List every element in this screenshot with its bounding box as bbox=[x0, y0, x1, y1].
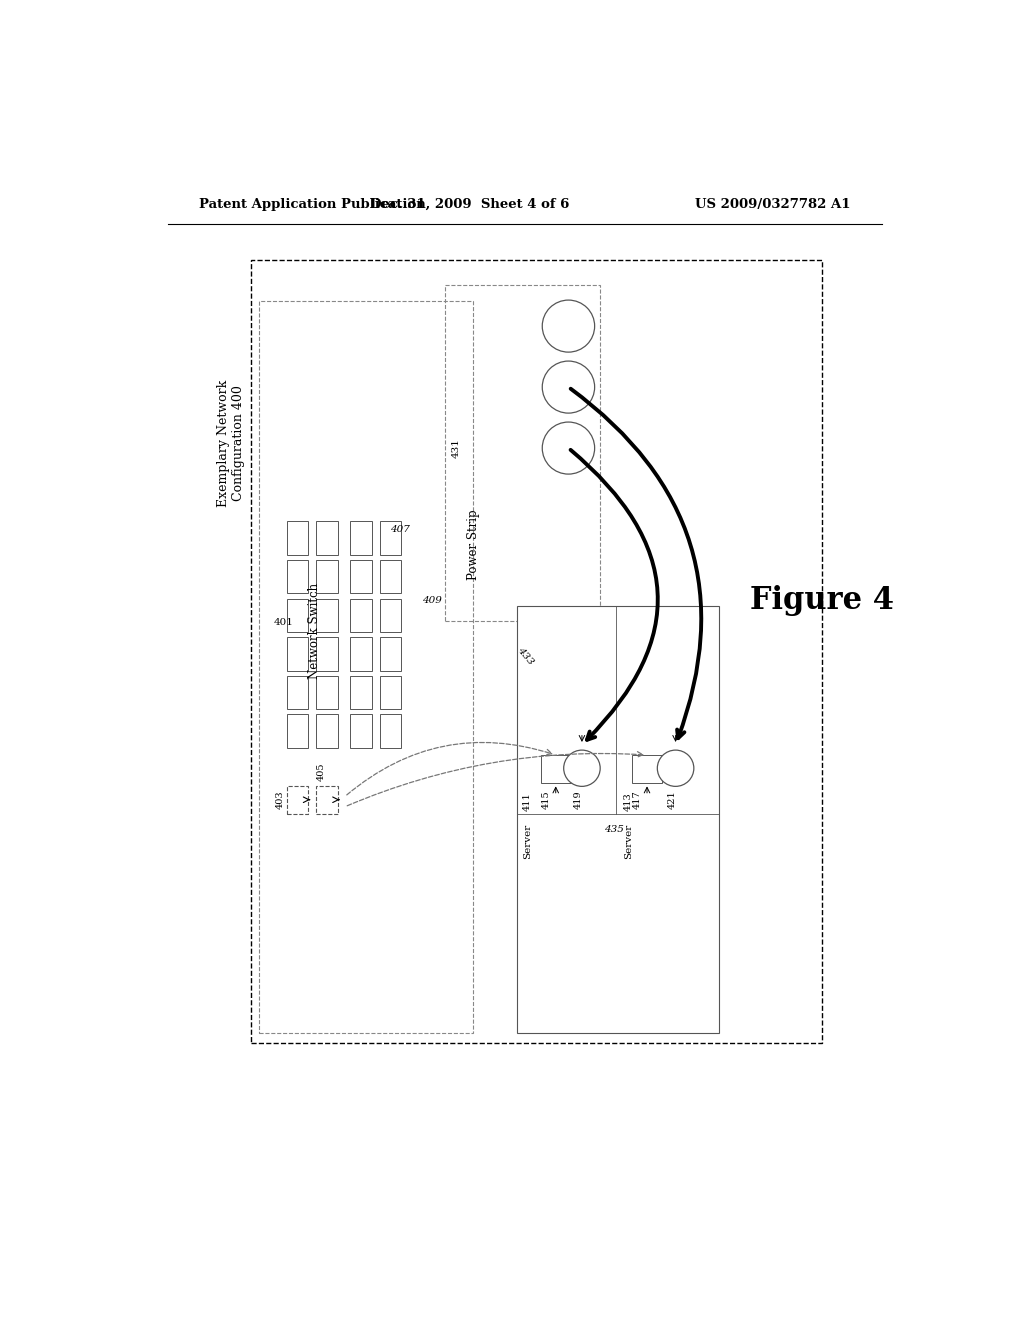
Text: 405: 405 bbox=[316, 763, 326, 781]
Bar bbox=[287, 638, 308, 671]
Bar bbox=[380, 598, 401, 632]
Text: Server: Server bbox=[523, 824, 532, 859]
Bar bbox=[287, 560, 308, 594]
Text: 411: 411 bbox=[523, 792, 532, 810]
Bar bbox=[316, 785, 338, 814]
Circle shape bbox=[563, 750, 600, 787]
Bar bbox=[316, 560, 338, 594]
Circle shape bbox=[543, 300, 595, 352]
Circle shape bbox=[543, 362, 595, 413]
Bar bbox=[350, 521, 372, 554]
Bar bbox=[259, 301, 473, 1032]
Text: 435: 435 bbox=[604, 825, 624, 834]
Bar bbox=[287, 598, 308, 632]
Bar bbox=[316, 521, 338, 554]
Text: 433: 433 bbox=[515, 645, 535, 667]
Text: 421: 421 bbox=[668, 791, 677, 809]
Text: 417: 417 bbox=[633, 791, 642, 809]
Bar bbox=[380, 714, 401, 748]
Bar bbox=[350, 598, 372, 632]
Bar bbox=[350, 676, 372, 709]
Bar bbox=[350, 638, 372, 671]
Bar bbox=[251, 260, 822, 1043]
Bar bbox=[517, 606, 719, 1032]
Circle shape bbox=[657, 750, 694, 787]
Bar bbox=[287, 714, 308, 748]
FancyArrowPatch shape bbox=[347, 751, 643, 805]
Bar bbox=[350, 714, 372, 748]
Text: 407: 407 bbox=[390, 525, 410, 533]
Text: Dec. 31, 2009  Sheet 4 of 6: Dec. 31, 2009 Sheet 4 of 6 bbox=[370, 198, 569, 211]
Text: 431: 431 bbox=[452, 438, 461, 458]
Text: Network Switch: Network Switch bbox=[308, 583, 321, 678]
Text: 401: 401 bbox=[273, 618, 293, 627]
Bar bbox=[380, 521, 401, 554]
FancyArrowPatch shape bbox=[570, 388, 701, 738]
Text: 419: 419 bbox=[574, 791, 583, 809]
Text: Figure 4: Figure 4 bbox=[751, 585, 894, 616]
FancyArrowPatch shape bbox=[347, 742, 552, 795]
Bar bbox=[316, 598, 338, 632]
Bar bbox=[287, 521, 308, 554]
Text: 403: 403 bbox=[275, 791, 285, 809]
Text: Power Strip: Power Strip bbox=[467, 510, 479, 579]
Text: 409: 409 bbox=[422, 597, 441, 605]
Bar bbox=[350, 560, 372, 594]
Bar bbox=[445, 285, 600, 620]
FancyArrowPatch shape bbox=[570, 450, 657, 739]
Bar bbox=[380, 676, 401, 709]
Text: Server: Server bbox=[624, 824, 633, 859]
Bar bbox=[316, 676, 338, 709]
Bar bbox=[380, 560, 401, 594]
Bar bbox=[287, 676, 308, 709]
Bar bbox=[541, 755, 570, 784]
Circle shape bbox=[543, 422, 595, 474]
Text: 413: 413 bbox=[624, 792, 633, 810]
Text: US 2009/0327782 A1: US 2009/0327782 A1 bbox=[694, 198, 850, 211]
Text: 415: 415 bbox=[542, 791, 551, 809]
Bar bbox=[632, 755, 663, 784]
Bar bbox=[316, 638, 338, 671]
Bar bbox=[287, 785, 308, 814]
Bar bbox=[380, 638, 401, 671]
Text: Exemplary Network
Configuration 400: Exemplary Network Configuration 400 bbox=[217, 379, 245, 507]
Bar bbox=[316, 714, 338, 748]
Text: Patent Application Publication: Patent Application Publication bbox=[200, 198, 426, 211]
